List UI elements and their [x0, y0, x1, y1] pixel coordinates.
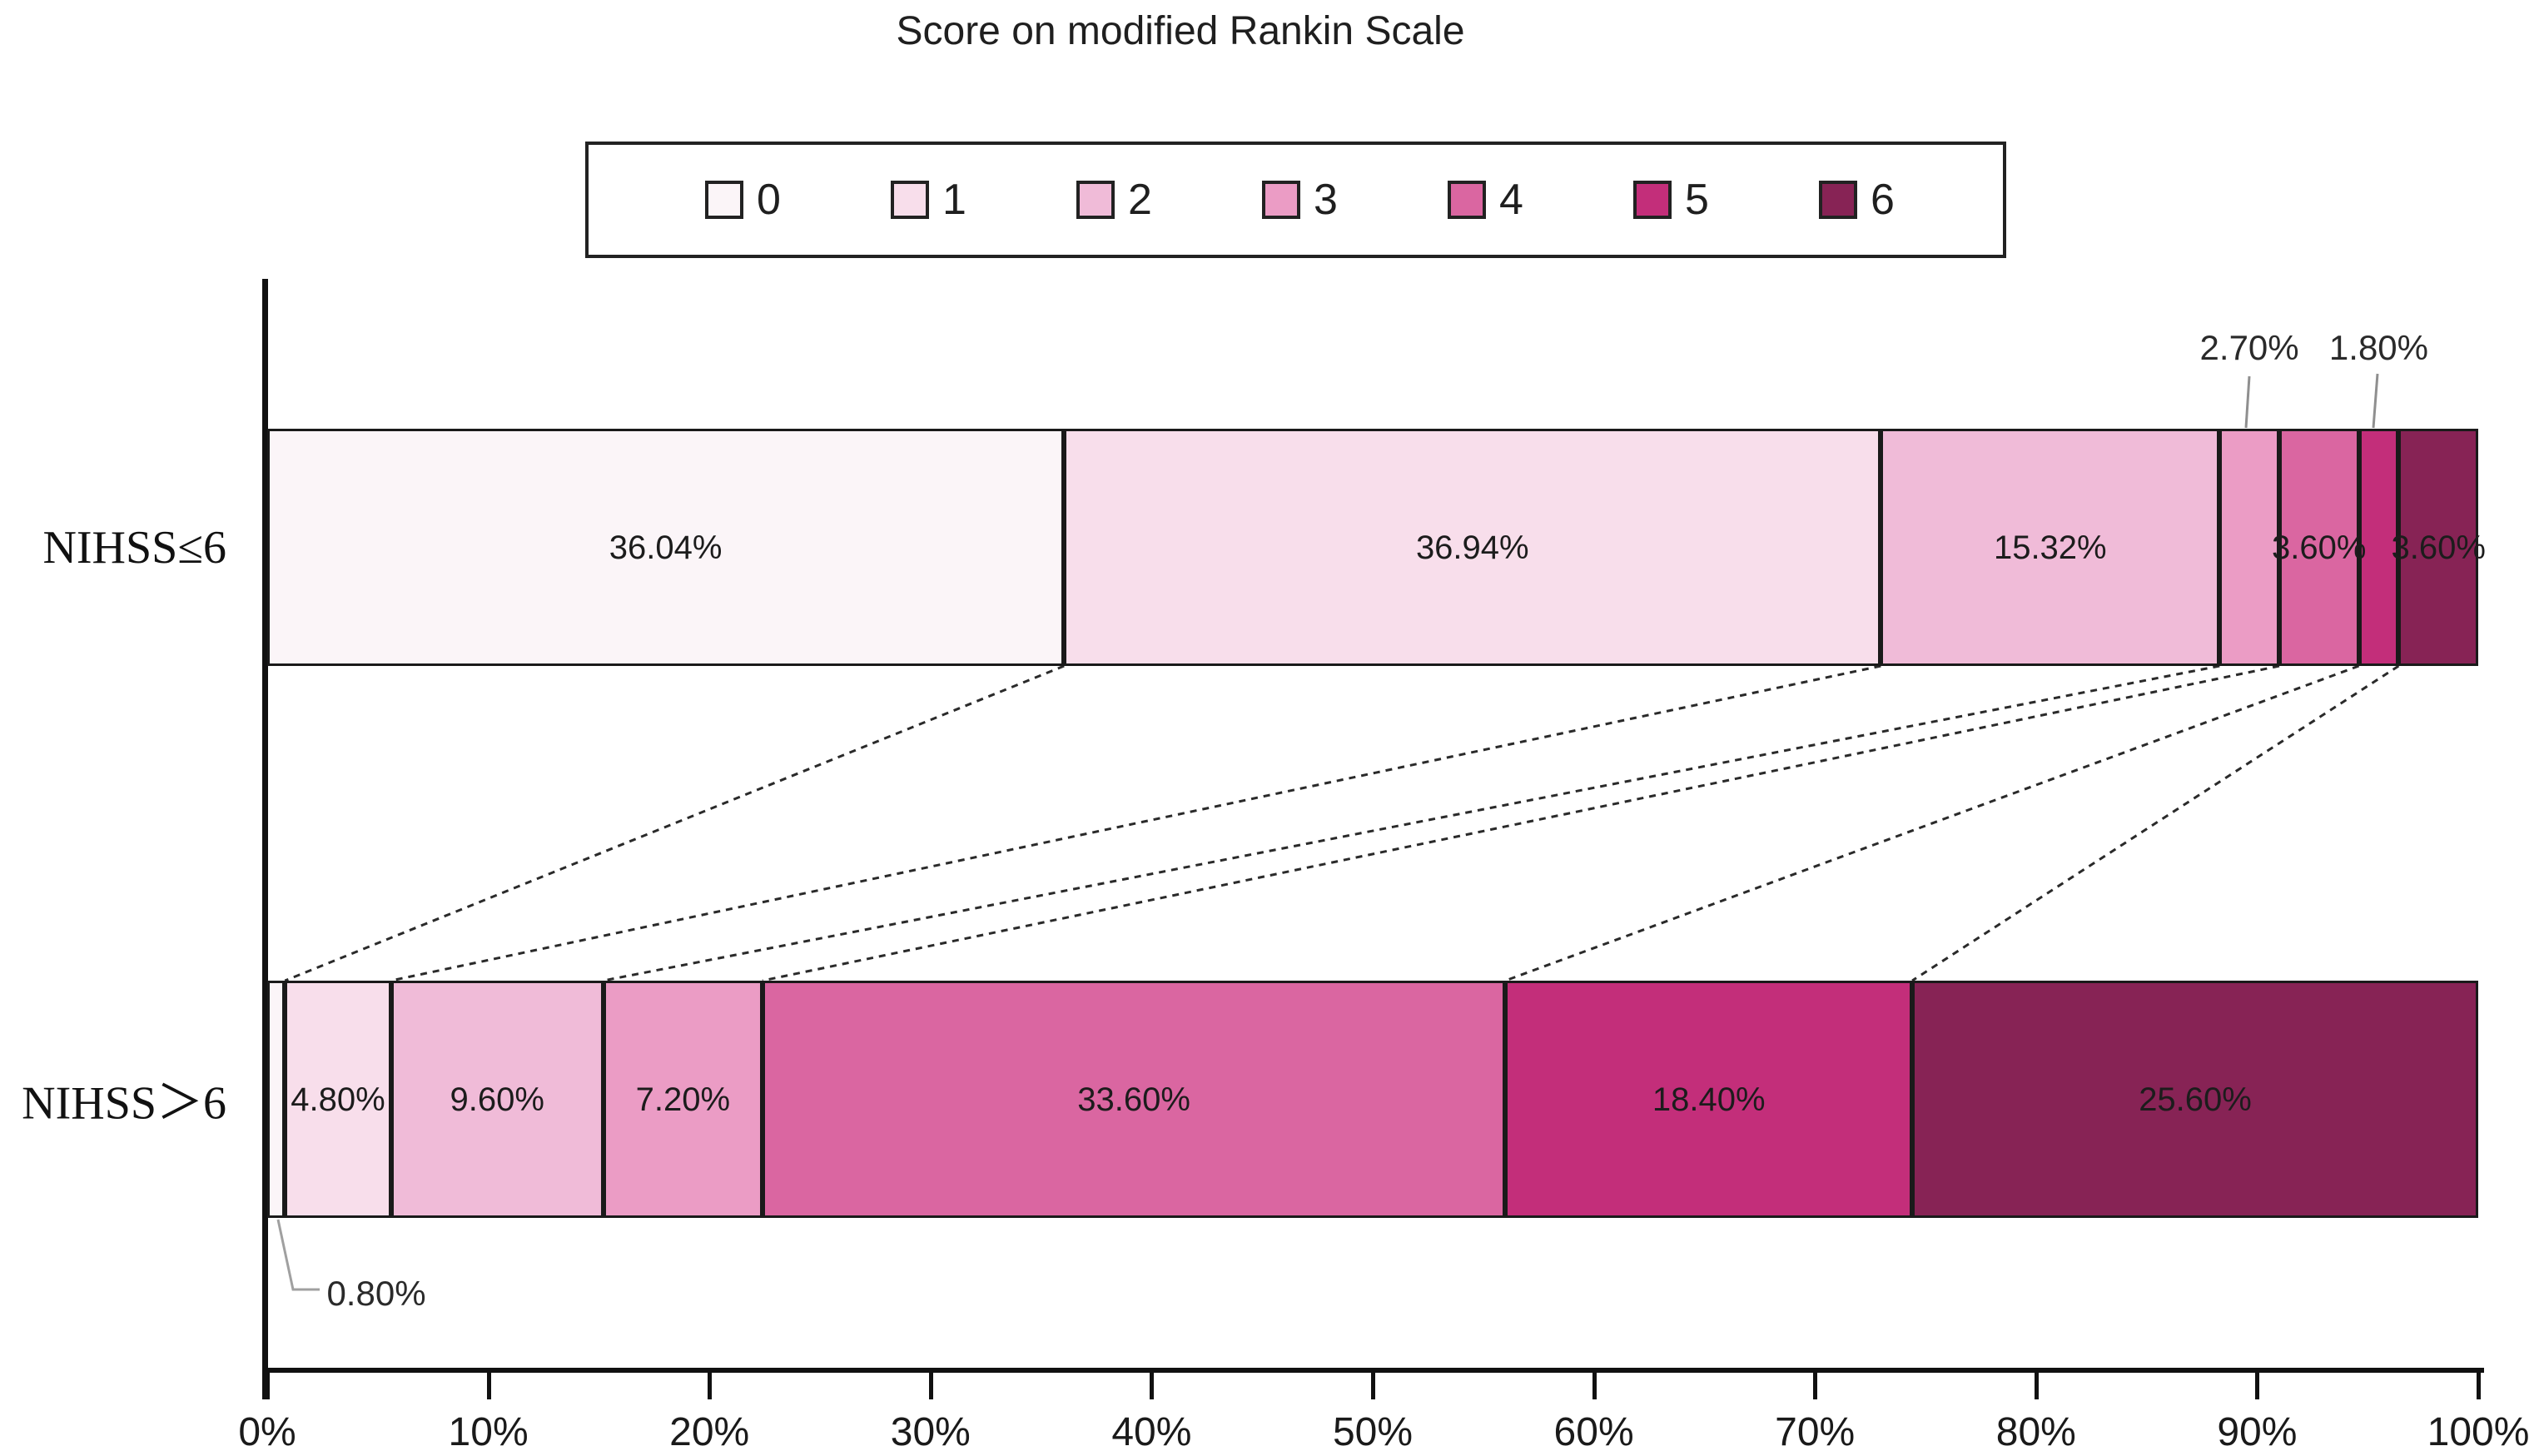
legend-swatch-icon: [1076, 181, 1115, 219]
legend-item-1: 1: [891, 145, 966, 255]
legend-item-3: 3: [1262, 145, 1338, 255]
bar-segment-label: 18.40%: [1652, 1081, 1766, 1118]
series-connector-line: [284, 664, 1065, 982]
y-axis-line: [262, 279, 268, 1399]
legend-label: 5: [1685, 176, 1709, 224]
bar-segment-label: 3.60%: [2272, 529, 2367, 566]
bar-segment-score3: [603, 981, 763, 1218]
legend-item-4: 4: [1448, 145, 1523, 255]
axis-tick-label: 40%: [1111, 1410, 1192, 1454]
bar-segment-score2: [390, 981, 604, 1218]
bar-segment-score5: [2358, 429, 2399, 666]
legend-swatch-icon: [1262, 181, 1300, 219]
axis-tick: [1150, 1373, 1155, 1399]
bar-segment-label: 15.32%: [1993, 529, 2107, 566]
bar-segment-score2: [1881, 429, 2220, 666]
bar-segment-label: 9.60%: [450, 1081, 544, 1118]
legend-item-2: 2: [1076, 145, 1152, 255]
callout-leader-line: [2244, 375, 2251, 429]
series-connector-line: [1504, 664, 2360, 982]
category-label-nihss-gt6: NIHSS＞6: [22, 1077, 226, 1130]
bar-segment-score1: [1064, 429, 1881, 666]
bar-segment-score4: [2278, 429, 2359, 666]
legend-item-0: 0: [705, 145, 781, 255]
legend-item-6: 6: [1819, 145, 1895, 255]
axis-tick: [266, 1373, 270, 1399]
legend-label: 3: [1314, 176, 1338, 224]
legend-label: 0: [757, 176, 781, 224]
axis-tick: [1813, 1373, 1818, 1399]
axis-tick-label: 0%: [238, 1410, 296, 1454]
legend-label: 6: [1871, 176, 1895, 224]
bar-segment-label: 7.20%: [635, 1081, 731, 1118]
legend-item-5: 5: [1633, 145, 1709, 255]
bar-segment-score5: [1505, 981, 1913, 1218]
series-connector-line: [1911, 664, 2400, 982]
axis-tick-label: 100%: [2427, 1410, 2530, 1454]
callout-label-2.70%: 2.70%: [2199, 328, 2299, 367]
axis-tick-label: 90%: [2217, 1410, 2298, 1454]
bar-segment-score3: [2219, 429, 2279, 666]
legend: 0 1 2 3 4 5 6: [585, 142, 2006, 258]
bar-segment-score6: [2398, 429, 2478, 666]
axis-tick: [2255, 1373, 2260, 1399]
legend-label: 4: [1499, 176, 1523, 224]
legend-label: 1: [942, 176, 966, 224]
legend-swatch-icon: [1633, 181, 1672, 219]
bar-segment-label: 4.80%: [291, 1081, 385, 1118]
bar-segment-score6: [1912, 981, 2478, 1218]
axis-tick: [928, 1373, 933, 1399]
axis-tick: [1371, 1373, 1375, 1399]
axis-tick: [486, 1373, 491, 1399]
callout-leader-line: [2372, 373, 2379, 429]
legend-swatch-icon: [1819, 181, 1857, 219]
axis-tick-label: 70%: [1775, 1410, 1856, 1454]
axis-tick: [2477, 1373, 2481, 1399]
category-label-nihss-le6: NIHSS≤6: [42, 522, 226, 574]
bar-segment-score0: [267, 429, 1065, 666]
callout-leader-line: [276, 1219, 320, 1291]
legend-label: 2: [1128, 176, 1152, 224]
axis-tick-label: 30%: [890, 1410, 971, 1454]
bar-segment-label: 3.60%: [2391, 529, 2486, 566]
legend-swatch-icon: [705, 181, 743, 219]
callout-label-1.80%: 1.80%: [2328, 328, 2429, 367]
series-connector-line: [390, 664, 1881, 982]
bar-segment-label: 25.60%: [2139, 1081, 2252, 1118]
axis-tick-label: 20%: [669, 1410, 750, 1454]
bar-segment-score1: [285, 981, 391, 1218]
bar-segment-label: 36.94%: [1415, 529, 1529, 566]
bar-segment-score4: [762, 981, 1506, 1218]
series-connector-line: [762, 664, 2280, 982]
bar-segment-label: 36.04%: [609, 529, 723, 566]
legend-swatch-icon: [1448, 181, 1486, 219]
axis-tick-label: 80%: [1995, 1410, 2076, 1454]
axis-tick: [1592, 1373, 1597, 1399]
x-axis-line: [262, 1368, 2484, 1373]
callout-label-0.80%: 0.80%: [326, 1274, 426, 1313]
chart-title: Score on modified Rankin Scale: [896, 9, 1465, 53]
axis-tick: [2034, 1373, 2039, 1399]
series-connector-line: [603, 664, 2220, 982]
axis-tick-label: 50%: [1332, 1410, 1414, 1454]
axis-tick: [708, 1373, 713, 1399]
axis-tick-label: 10%: [448, 1410, 529, 1454]
axis-tick-label: 60%: [1553, 1410, 1634, 1454]
bar-segment-score0: [267, 981, 286, 1218]
legend-swatch-icon: [891, 181, 929, 219]
bar-segment-label: 33.60%: [1077, 1081, 1190, 1118]
